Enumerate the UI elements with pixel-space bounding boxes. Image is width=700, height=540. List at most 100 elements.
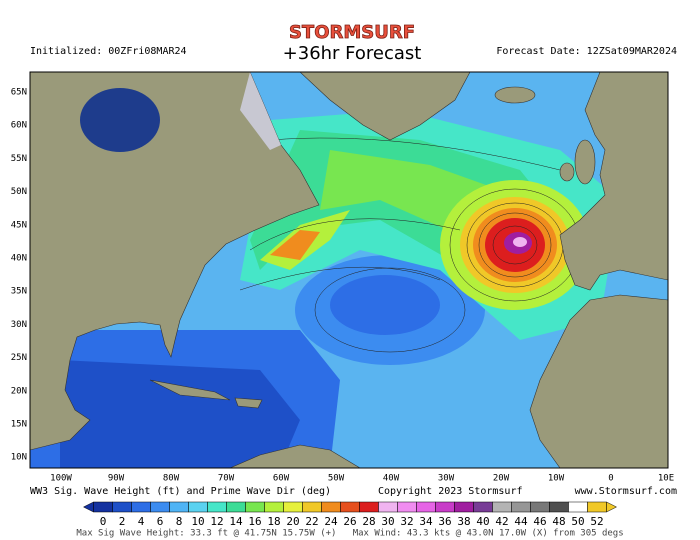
colorbar-label: 48 — [552, 515, 565, 528]
title: +36hr Forecast — [283, 43, 422, 64]
greenland — [299, 72, 471, 141]
storm — [513, 237, 527, 247]
colorbar-swatch — [587, 501, 607, 513]
colorbar-label: 12 — [210, 515, 223, 528]
great-britain — [574, 139, 596, 185]
colorbar-swatch — [511, 501, 531, 513]
contour — [314, 267, 466, 353]
lon-label: 90W — [108, 474, 125, 484]
south-america — [229, 444, 361, 468]
map-area — [30, 72, 668, 468]
lat-label: 15N — [11, 420, 27, 430]
colorbar-swatch — [416, 501, 436, 513]
colorbar-swatch — [207, 501, 227, 513]
colorbar-label: 42 — [495, 515, 508, 528]
colorbar-label: 8 — [176, 515, 183, 528]
lat-label: 20N — [11, 386, 27, 396]
colorbar-label: 22 — [305, 515, 318, 528]
colorbar-swatch — [283, 501, 303, 513]
map-frame — [29, 71, 669, 469]
lat-label: 10N — [11, 453, 27, 463]
forecast-date: Forecast Date: 12ZSat09MAR2024 — [496, 46, 677, 57]
lon-label: 100W — [50, 474, 72, 484]
wave-field — [60, 360, 300, 468]
colorbar-swatch — [226, 501, 246, 513]
colorbar-arrow — [82, 501, 94, 513]
colorbar-arrow — [606, 501, 618, 513]
colorbar-swatch — [549, 501, 569, 513]
contour — [478, 212, 552, 278]
colorbar-swatch — [435, 501, 455, 513]
colorbar-label: 34 — [419, 515, 433, 528]
caption: WW3 Sig. Wave Height (ft) and Prime Wave… — [30, 486, 331, 497]
lat-label: 30N — [11, 320, 27, 330]
colorbar-swatch — [245, 501, 265, 513]
logo: STORMSURF — [289, 22, 415, 43]
colorbar-swatch — [454, 501, 474, 513]
caribbean-islands — [149, 379, 263, 409]
colorbar-swatch — [321, 501, 341, 513]
colorbar-label: 24 — [324, 515, 338, 528]
colorbar-label: 26 — [343, 515, 356, 528]
lat-label: 45N — [11, 220, 27, 230]
initialized: Initialized: 00ZFri08MAR24 — [30, 46, 187, 57]
colorbar-swatch — [264, 501, 284, 513]
contour — [239, 137, 561, 291]
lon-label: 70W — [218, 474, 235, 484]
colorbar-label: 30 — [381, 515, 394, 528]
colorbar-swatch — [397, 501, 417, 513]
colorbar-label: 0 — [100, 515, 107, 528]
colorbar-label: 28 — [362, 515, 375, 528]
colorbar-swatch — [131, 501, 151, 513]
lon-label: 10E — [658, 474, 674, 484]
colorbar-swatch — [169, 501, 189, 513]
lon-label: 0 — [608, 474, 613, 484]
url: www.Stormsurf.com — [575, 486, 677, 497]
colorbar-label: 4 — [138, 515, 145, 528]
colorbar-label: 2 — [119, 515, 126, 528]
colorbar-swatch — [378, 501, 398, 513]
contour — [492, 225, 538, 265]
lat-label: 60N — [11, 121, 27, 131]
colorbar-swatch — [150, 501, 170, 513]
colorbar-label: 10 — [191, 515, 204, 528]
lon-label: 50W — [328, 474, 345, 484]
lon-label: 60W — [273, 474, 290, 484]
lon-label: 30W — [438, 474, 455, 484]
colorbar-swatch — [188, 501, 208, 513]
lon-label: 10W — [548, 474, 565, 484]
lat-label: 40N — [11, 254, 27, 264]
colorbar-swatch — [359, 501, 379, 513]
lat-label: 55N — [11, 154, 27, 164]
europe — [559, 72, 668, 291]
africa — [529, 294, 668, 468]
copyright: Copyright 2023 Stormsurf — [378, 486, 523, 497]
colorbar-label: 18 — [267, 515, 280, 528]
colorbar-label: 44 — [514, 515, 528, 528]
colorbar-label: 38 — [457, 515, 470, 528]
colorbar-label: 50 — [571, 515, 584, 528]
colorbar-swatch — [112, 501, 132, 513]
lat-label: 65N — [11, 88, 27, 98]
lat-label: 50N — [11, 187, 27, 197]
stats: Max Sig Wave Height: 33.3 ft @ 41.75N 15… — [76, 529, 623, 539]
lat-label: 25N — [11, 353, 27, 363]
colorbar-label: 14 — [229, 515, 243, 528]
colorbar-label: 32 — [400, 515, 413, 528]
colorbar-label: 20 — [286, 515, 299, 528]
colorbar-swatch — [473, 501, 493, 513]
wave-field — [330, 275, 440, 335]
colorbar-swatch — [302, 501, 322, 513]
colorbar-label: 52 — [590, 515, 603, 528]
hudson-bay — [80, 88, 160, 152]
colorbar-swatch — [568, 501, 588, 513]
lon-label: 80W — [163, 474, 180, 484]
colorbar-label: 46 — [533, 515, 546, 528]
colorbar-swatch — [492, 501, 512, 513]
colorbar-label: 6 — [157, 515, 164, 528]
lon-label: 20W — [493, 474, 510, 484]
colorbar-swatch — [93, 501, 113, 513]
iceland — [494, 86, 536, 104]
